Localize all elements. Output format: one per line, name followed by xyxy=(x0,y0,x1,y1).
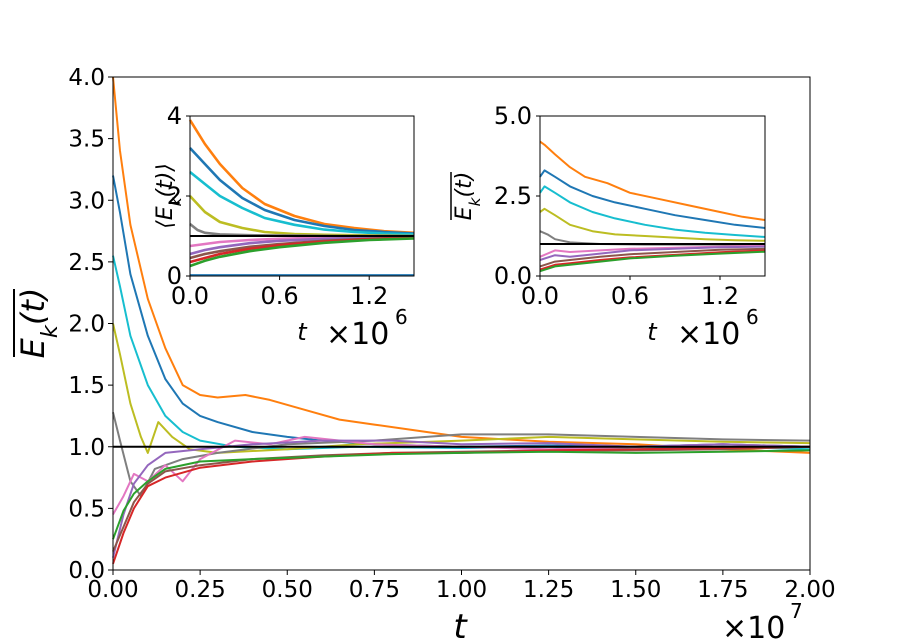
inset-left-x-axis-label: t xyxy=(297,318,308,346)
inset-left-y-ticks: 0 2 4 xyxy=(167,102,190,290)
inset-right-y-ticks: 0.0 2.5 5.0 xyxy=(494,102,540,290)
main-x-tick-label: 1.00 xyxy=(436,577,487,603)
main-y-tick-label: 1.0 xyxy=(68,435,105,461)
inset-left-x-offset: ×10 6 xyxy=(326,305,408,352)
main-y-tick-label: 4.0 xyxy=(68,65,105,91)
inset-right-x-tick-label: 0.0 xyxy=(521,282,559,310)
main-y-ticks: 0.0 0.5 1.0 1.5 2.0 2.5 3.0 3.5 4.0 xyxy=(68,65,113,584)
inset-right-x-ticks: 0.0 0.6 1.2 xyxy=(521,276,739,310)
main-y-tick-label: 0.5 xyxy=(68,496,105,522)
inset-left-series-cyan xyxy=(189,170,415,236)
inset-right-y-axis-label-text: Ek(t) xyxy=(452,172,484,221)
main-y-tick-label: 3.0 xyxy=(68,188,105,214)
main-plot: 0.00 0.25 0.50 0.75 1.00 1.25 1.50 1.75 2.00 0.0… xyxy=(13,65,836,641)
main-x-tick-label: 0.00 xyxy=(87,577,138,603)
inset-right-y-tick-label: 0.0 xyxy=(494,262,532,290)
inset-right-y-tick-label: 2.5 xyxy=(494,182,532,210)
main-x-tick-label: 2.00 xyxy=(784,577,835,603)
inset-right-series-brown xyxy=(539,247,766,268)
main-x-tick-label: 1.25 xyxy=(523,577,574,603)
inset-right-series-cyan xyxy=(539,185,766,238)
main-series-pink xyxy=(112,435,811,515)
inset-left-series-blue xyxy=(189,147,415,235)
main-x-axis-label: t xyxy=(453,607,468,641)
inset-left-series-purple xyxy=(189,235,415,256)
main-series-red xyxy=(112,445,811,565)
inset-right-x-offset-text: ×10 xyxy=(677,317,740,352)
inset-right-x-axis-label: t xyxy=(647,318,658,346)
inset-right-y-tick-label: 5.0 xyxy=(494,102,532,130)
inset-right-series-green xyxy=(539,250,766,273)
inset-left-background xyxy=(190,116,414,276)
inset-left-x-tick-label: 0.0 xyxy=(171,282,209,310)
inset-left-x-tick-label: 1.2 xyxy=(350,282,388,310)
inset-left-y-tick-label: 2 xyxy=(167,182,182,210)
main-x-tick-label: 0.75 xyxy=(349,577,400,603)
main-x-ticks: 0.00 0.25 0.50 0.75 1.00 1.25 1.50 1.75 2.00 xyxy=(87,570,836,603)
main-y-tick-label: 1.5 xyxy=(68,373,105,399)
inset-left-x-offset-text: ×10 xyxy=(326,317,389,352)
main-series-gray xyxy=(112,411,811,498)
main-series-orange xyxy=(112,76,811,454)
inset-right-x-offset-exponent: 6 xyxy=(746,305,759,329)
inset-left-x-tick-label: 0.6 xyxy=(261,282,299,310)
main-y-tick-label: 2.0 xyxy=(68,312,105,338)
main-series-olive xyxy=(112,323,811,454)
inset-right-x-tick-label: 0.6 xyxy=(611,282,649,310)
inset-left-series-green xyxy=(189,237,415,268)
main-x-offset-text: ×10 xyxy=(722,611,785,641)
inset-right-x-offset: ×10 6 xyxy=(677,305,759,352)
inset-left-x-ticks: 0.0 0.6 1.2 xyxy=(171,276,388,310)
inset-left-y-tick-label: 4 xyxy=(167,102,182,130)
main-series-green xyxy=(112,449,811,540)
inset-right-series-orange xyxy=(539,140,766,221)
inset-right-series-red xyxy=(539,249,766,271)
main-y-tick-label: 3.5 xyxy=(68,127,105,153)
main-y-tick-label: 2.5 xyxy=(68,250,105,276)
inset-right-series-blue xyxy=(539,169,766,229)
inset-right-plot: 0.0 0.6 1.2 0.0 2.5 5.0 t ×10 6 Ek(t) xyxy=(450,102,766,352)
main-x-tick-label: 0.25 xyxy=(175,577,226,603)
main-x-tick-label: 0.50 xyxy=(262,577,313,603)
main-series-layer xyxy=(112,76,811,565)
inset-right-x-tick-label: 1.2 xyxy=(701,282,739,310)
inset-left-x-offset-exponent: 6 xyxy=(395,305,408,329)
main-y-tick-label: 0.0 xyxy=(68,558,105,584)
inset-right-series-olive xyxy=(539,207,766,242)
inset-right-y-axis-label: Ek(t) xyxy=(450,172,484,221)
main-x-offset-exponent: 7 xyxy=(790,599,803,623)
main-x-tick-label: 1.75 xyxy=(697,577,748,603)
main-x-tick-label: 1.50 xyxy=(610,577,661,603)
main-x-offset: ×10 7 xyxy=(722,599,803,641)
inset-right-series-purple xyxy=(539,245,766,261)
inset-left-series-orange xyxy=(188,119,415,235)
inset-left-y-tick-label: 0 xyxy=(167,262,182,290)
